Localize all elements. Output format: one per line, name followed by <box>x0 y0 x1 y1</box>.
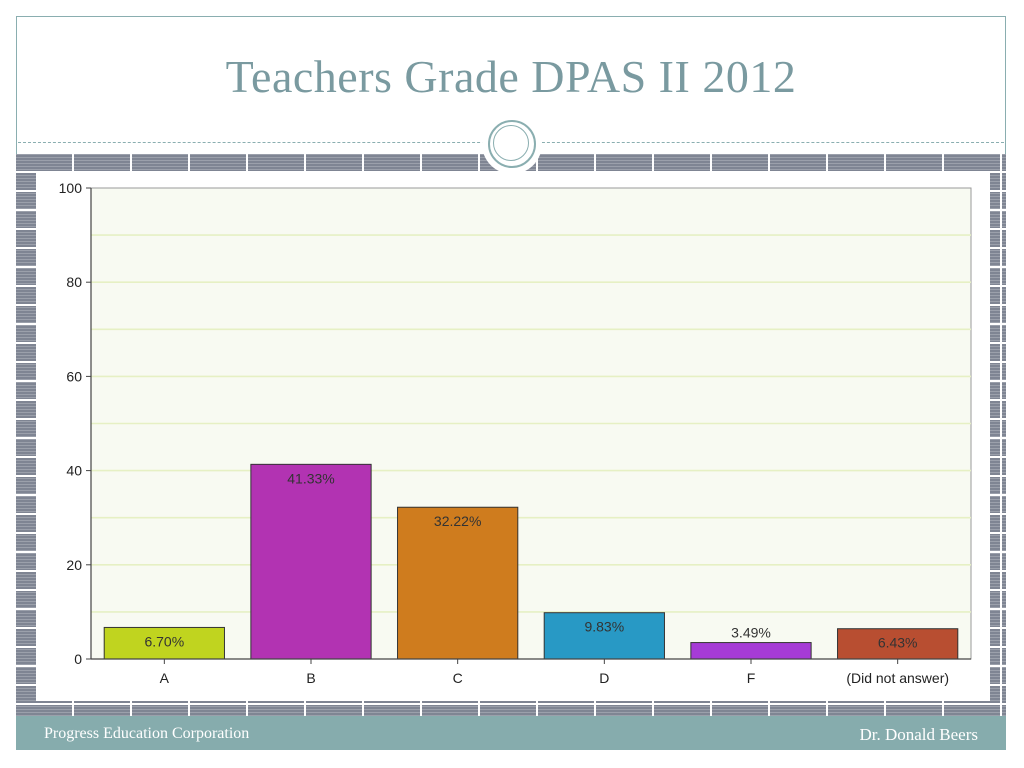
bar-chart: 0 20 40 60 80 100 6.70% A 41.33% B 32.22% C 9.83% D 3.… <box>59 180 972 686</box>
bar-a <box>103 626 225 660</box>
x-tick-label: A <box>160 670 170 686</box>
bar-did-not-answer <box>837 628 959 660</box>
circle-ornament-icon <box>482 114 542 174</box>
bar-value-label: 32.22% <box>434 513 481 529</box>
footer-bar: Progress Education Corporation Dr. Donal… <box>16 716 1006 750</box>
x-tick-label: D <box>599 670 609 686</box>
x-tick-label: B <box>306 670 315 686</box>
bar-d <box>543 612 665 660</box>
x-tick-label: F <box>747 670 756 686</box>
bar-c <box>397 506 519 660</box>
bar-value-label: 41.33% <box>287 470 334 486</box>
y-tick-label: 40 <box>66 463 82 479</box>
footer-organization: Progress Education Corporation <box>44 725 250 742</box>
bar-value-label: 3.49% <box>731 625 771 641</box>
bar-value-label: 6.43% <box>878 635 918 651</box>
bar-value-label: 9.83% <box>584 619 624 635</box>
bar-b <box>250 463 372 660</box>
footer-author: Dr. Donald Beers <box>859 725 978 744</box>
y-tick-label: 80 <box>66 274 82 290</box>
y-tick-label: 100 <box>59 180 83 196</box>
bar-value-label: 6.70% <box>144 633 184 649</box>
x-tick-label: (Did not answer) <box>846 670 949 686</box>
y-tick-label: 60 <box>66 368 82 384</box>
chart-panel: 0 20 40 60 80 100 6.70% A 41.33% B 32.22% C 9.83% D 3.… <box>36 173 990 701</box>
bar-f <box>690 642 812 660</box>
y-tick-label: 0 <box>74 651 82 667</box>
x-tick-label: C <box>453 670 463 686</box>
y-tick-label: 20 <box>66 557 82 573</box>
slide-title: Teachers Grade DPAS II 2012 <box>225 51 797 102</box>
